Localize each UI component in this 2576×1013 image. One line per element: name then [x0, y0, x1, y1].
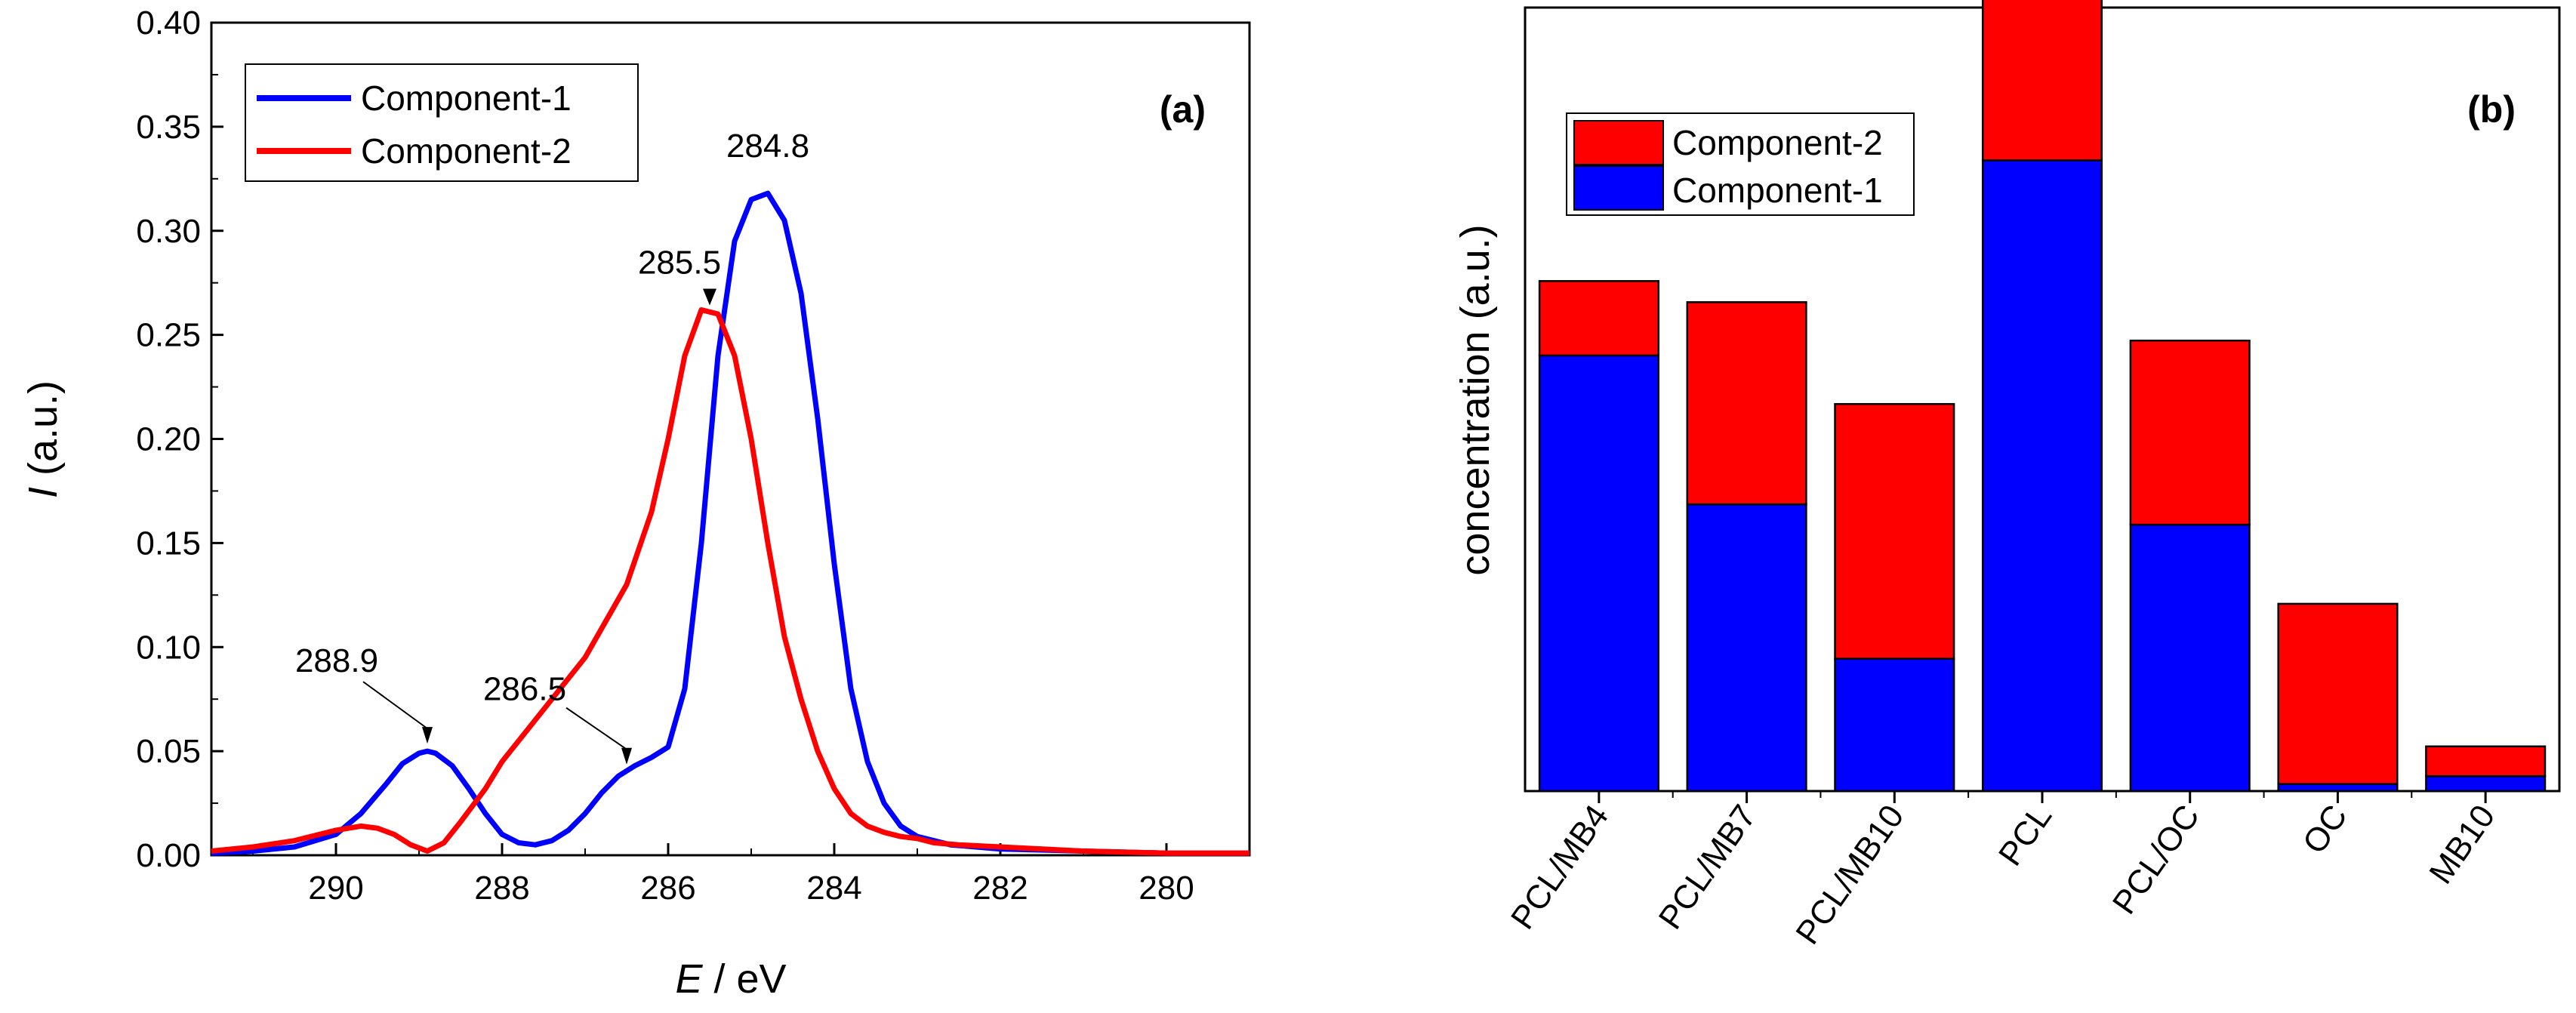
category-label: OC — [2296, 799, 2355, 861]
y-tick-label: 0.40 — [136, 5, 201, 42]
panel-b-x-axis: PCL/MB4 PCL/MB7 PCL/MB10 PCL PCL/OC OC MB10 — [1504, 791, 2502, 951]
panel-b-label: (b) — [2467, 88, 2516, 131]
annotation-leader — [362, 681, 428, 729]
bar-component-1-pcl-oc — [2129, 523, 2251, 793]
category-label: PCL/MB7 — [1652, 799, 1764, 936]
category-label: MB10 — [2422, 799, 2502, 891]
bar-component-1-pcl-mb10 — [1834, 657, 1955, 793]
bar-component-2-pcl-mb4 — [1538, 280, 1659, 357]
panel-a-x-axis-title: E / eV — [675, 956, 786, 1002]
bar-component-1-pcl-mb7 — [1686, 503, 1807, 793]
category-label: PCL/OC — [2106, 799, 2207, 921]
y-tick-label: 0.20 — [136, 421, 201, 458]
annotation-label: 288.9 — [295, 642, 378, 679]
x-tick-label: 290 — [308, 870, 363, 907]
panel-a-y-axis-title: I (a.u.) — [20, 380, 66, 498]
bar-component-2-mb10 — [2425, 745, 2547, 777]
panel-a-legend-box — [245, 63, 639, 182]
y-tick-label: 0.25 — [136, 317, 201, 354]
y-tick-label: 0.15 — [136, 525, 201, 562]
y-tick-label: 0.35 — [136, 109, 201, 146]
series-line-component-1 — [211, 190, 1249, 856]
y-tick-label: 0.05 — [136, 733, 201, 770]
panel-a-xps-spectrum: 0.00 0.05 0.10 0.15 0.20 0.25 0.30 0.35 0.40 290… — [20, 5, 1251, 1002]
y-tick-label: 0.10 — [136, 629, 201, 666]
bar-component-1-mb10 — [2425, 775, 2547, 793]
x-tick-label: 284 — [806, 870, 861, 907]
annotation-arrow — [621, 747, 632, 765]
bar-component-1-oc — [2277, 783, 2399, 793]
panel-a-series — [211, 190, 1249, 856]
panel-a-label: (a) — [1160, 88, 1206, 131]
x-tick-label: 280 — [1139, 870, 1194, 907]
legend-label-component-1: Component-1 — [361, 79, 572, 118]
legend-label-component-1: Component-1 — [1672, 171, 1883, 210]
x-tick-label: 286 — [640, 870, 695, 907]
legend-label-component-2: Component-2 — [1672, 123, 1883, 162]
panel-a-annotations: 284.8 285.5 288.9 286.5 — [295, 128, 809, 765]
bar-component-2-pcl-mb7 — [1686, 301, 1807, 506]
panel-b-bars — [1538, 0, 2547, 793]
panel-b-y-axis-title: concentration (a.u.) — [1453, 224, 1498, 575]
panel-b-concentration-bars: PCL/MB4 PCL/MB7 PCL/MB10 PCL PCL/OC OC MB10 (b… — [1453, 0, 2561, 951]
panel-a-legend: Component-1 Component-2 — [245, 63, 639, 182]
annotation-label: 284.8 — [726, 128, 809, 165]
bar-component-2-pcl — [1981, 0, 2103, 162]
legend-swatch-component-2 — [1573, 120, 1664, 165]
bar-component-2-oc — [2277, 602, 2399, 785]
x-tick-label: 288 — [474, 870, 529, 907]
y-tick-label: 0.30 — [136, 213, 201, 250]
bar-component-1-pcl — [1981, 159, 2103, 793]
annotation-label: 285.5 — [638, 245, 721, 282]
annotation-label: 286.5 — [483, 671, 566, 708]
bar-component-2-pcl-mb10 — [1834, 402, 1955, 660]
annotation-arrow — [422, 727, 433, 744]
bar-component-2-pcl-oc — [2129, 339, 2251, 526]
series-line-component-2 — [211, 307, 1249, 856]
y-tick-label: 0.00 — [136, 837, 201, 874]
x-tick-label: 282 — [972, 870, 1028, 907]
legend-swatch-component-1 — [1573, 165, 1664, 211]
panel-b-legend: Component-2 Component-1 — [1566, 112, 1915, 216]
category-label: PCL/MB10 — [1789, 799, 1911, 951]
annotation-leader — [565, 707, 627, 750]
annotation-arrow — [703, 288, 716, 306]
category-label: PCL — [1992, 799, 2059, 873]
category-label: PCL/MB4 — [1504, 799, 1616, 936]
legend-label-component-2: Component-2 — [361, 131, 572, 171]
bar-component-1-pcl-mb4 — [1538, 354, 1659, 793]
panel-a-y-axis: 0.00 0.05 0.10 0.15 0.20 0.25 0.30 0.35 0.40 — [136, 5, 223, 874]
panel-a-x-axis: 290 288 286 284 282 280 — [252, 843, 1250, 907]
